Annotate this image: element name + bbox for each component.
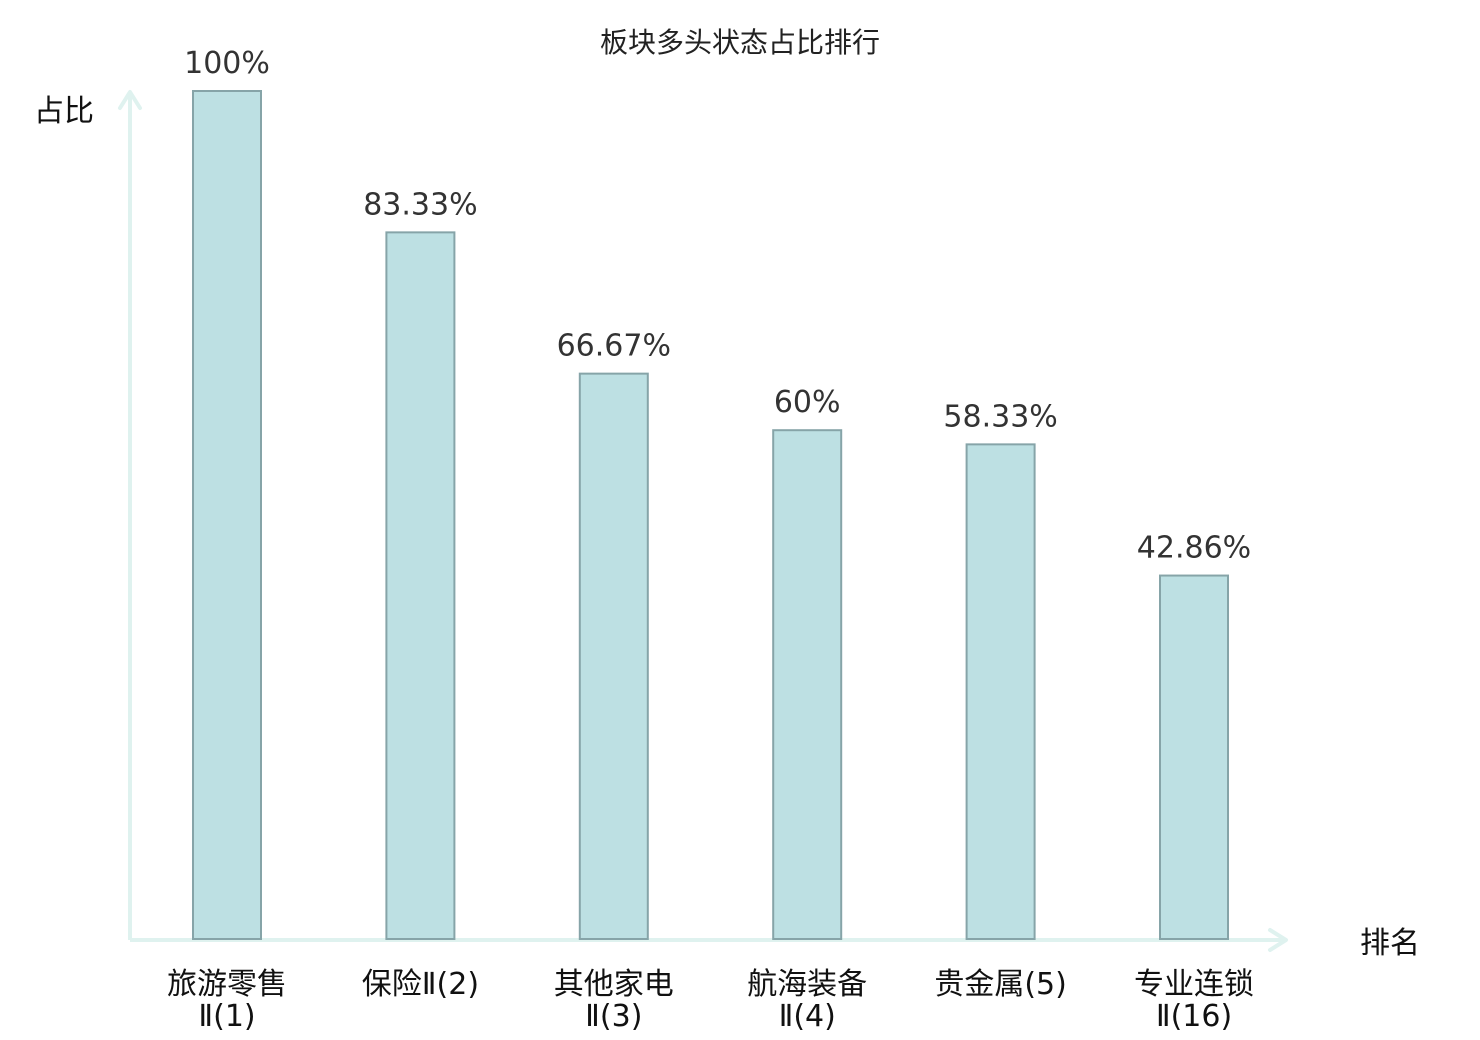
bar (192, 90, 262, 940)
category-label: Ⅱ(16) (1156, 999, 1232, 1034)
category-label: 保险Ⅱ(2) (362, 967, 479, 1002)
category-label: Ⅱ(3) (585, 999, 642, 1034)
value-label: 66.67% (557, 329, 671, 364)
value-label: 83.33% (363, 187, 477, 222)
category-label: Ⅱ(4) (779, 999, 836, 1034)
category-label: 其他家电 (554, 967, 674, 1002)
value-label-group: 100% 83.33% 66.67% 60% 58.33% 42.86% (184, 46, 1251, 566)
bar (1159, 574, 1229, 940)
value-label: 100% (184, 46, 270, 81)
category-label: Ⅱ(1) (198, 999, 255, 1034)
chart-title: 板块多头状态占比排行 (600, 26, 880, 59)
category-label: 贵金属(5) (934, 967, 1067, 1002)
category-label: 专业连锁 (1134, 967, 1254, 1002)
bar (578, 372, 649, 940)
bar (385, 231, 456, 941)
bar (772, 429, 843, 940)
value-label: 58.33% (943, 399, 1057, 434)
category-label: 旅游零售 (167, 967, 287, 1002)
value-label: 42.86% (1137, 531, 1251, 566)
y-axis-label: 占比 (34, 94, 94, 129)
x-axis-arrow (1268, 928, 1288, 952)
bar-group (192, 90, 1229, 941)
x-axis-label: 排名 (1360, 926, 1420, 961)
bar (965, 443, 1036, 940)
value-label: 60% (774, 385, 841, 420)
category-label: 航海装备 (747, 967, 867, 1002)
y-axis-arrow (118, 90, 142, 110)
